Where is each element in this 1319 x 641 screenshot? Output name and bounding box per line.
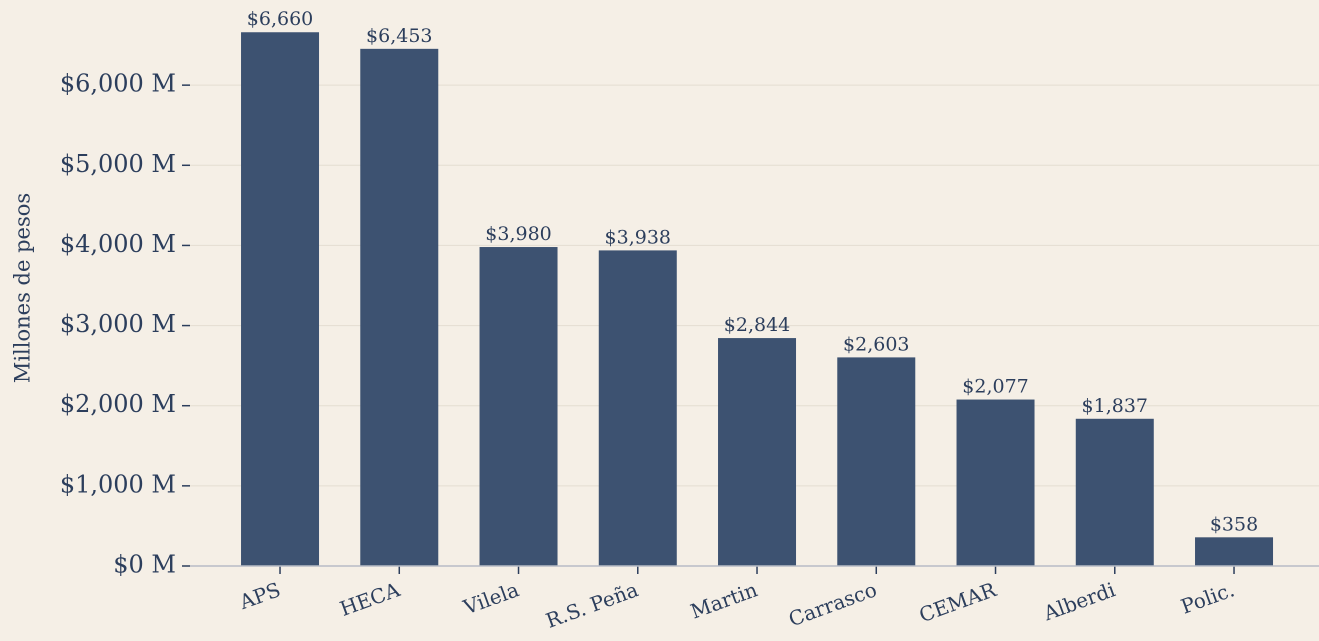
bar <box>1075 418 1154 566</box>
y-tick-label: $0 M <box>113 551 176 579</box>
value-label: $2,603 <box>843 333 909 355</box>
value-label: $2,077 <box>962 376 1028 398</box>
bar <box>479 247 558 566</box>
y-tick-label: $4,000 M <box>60 230 176 258</box>
value-label: $1,837 <box>1082 395 1148 417</box>
y-tick-label: $3,000 M <box>60 310 176 338</box>
y-tick-label: $6,000 M <box>60 70 176 98</box>
y-tick-label: $1,000 M <box>60 470 176 498</box>
bar <box>360 48 439 567</box>
bar <box>1195 537 1274 566</box>
value-label: $358 <box>1210 513 1258 535</box>
value-label: $6,453 <box>366 25 432 47</box>
value-label: $2,844 <box>724 314 790 336</box>
value-label: $3,938 <box>605 226 671 248</box>
y-tick-label: $2,000 M <box>60 390 176 418</box>
value-label: $3,980 <box>485 223 551 245</box>
bar <box>598 250 677 566</box>
y-axis-label: Millones de pesos <box>11 193 35 383</box>
bar <box>956 399 1035 566</box>
bar <box>241 32 320 566</box>
bar <box>837 357 916 566</box>
y-tick-label: $5,000 M <box>60 150 176 178</box>
value-label: $6,660 <box>247 8 313 30</box>
bar <box>718 338 797 566</box>
